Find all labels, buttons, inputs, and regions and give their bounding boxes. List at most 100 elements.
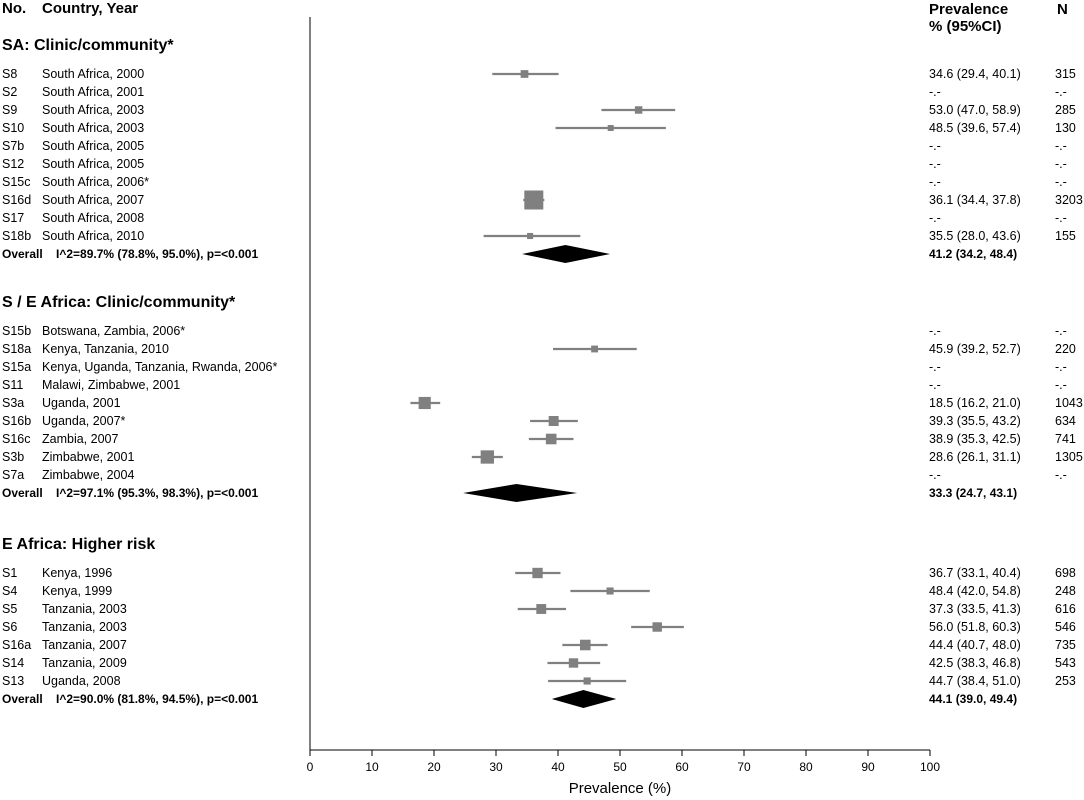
study-label: Malawi, Zimbabwe, 2001 [42,378,180,392]
study-id: S1 [2,566,17,580]
study-estimate-text: -.- [929,175,941,189]
study-estimate-text: 28.6 (26.1, 31.1) [929,450,1021,464]
study-id: S16b [2,414,31,428]
study-id: S16c [2,432,31,446]
study-estimate-text: 42.5 (38.3, 46.8) [929,656,1021,670]
group-title: E Africa: Higher risk [2,536,155,553]
study-id: S7a [2,468,24,482]
point-estimate-marker [634,106,643,114]
study-n: 285 [1055,103,1076,117]
x-axis-label: Prevalence (%) [569,780,672,797]
study-estimate-text: 18.5 (16.2, 21.0) [929,396,1021,410]
study-label: Tanzania, 2003 [42,620,127,634]
study-n: 3203 [1055,193,1083,207]
overall-label: Overall [2,247,43,261]
study-label: South Africa, 2006* [42,175,149,189]
study-id: S3a [2,396,24,410]
x-tick-label: 60 [675,760,689,774]
study-estimate-text: 36.7 (33.1, 40.4) [929,566,1021,580]
study-id: S6 [2,620,17,634]
study-n: 634 [1055,414,1076,428]
study-label: South Africa, 2007 [42,193,144,207]
study-id: S15c [2,175,31,189]
overall-stats: I^2=97.1% (95.3%, 98.3%), p=<0.001 [56,486,258,500]
point-estimate-marker [579,639,591,651]
study-label: South Africa, 2005 [42,157,144,171]
point-estimate-marker [583,677,591,685]
study-id: S2 [2,85,17,99]
study-estimate-text: 39.3 (35.5, 43.2) [929,414,1021,428]
study-n: 543 [1055,656,1076,670]
study-label: Uganda, 2008 [42,674,121,688]
study-label: Tanzania, 2007 [42,638,127,652]
study-estimate-text: -.- [929,157,941,171]
study-id: S16d [2,193,31,207]
study-estimate-text: -.- [929,85,941,99]
study-label: Tanzania, 2009 [42,656,127,670]
study-estimate-text: 44.7 (38.4, 51.0) [929,674,1021,688]
study-label: Zimbabwe, 2001 [42,450,134,464]
study-estimate-text: 34.6 (29.4, 40.1) [929,67,1021,81]
point-estimate-marker [606,587,614,595]
x-tick-label: 50 [613,760,627,774]
overall-diamond [463,484,578,502]
study-estimate-text: 37.3 (33.5, 41.3) [929,602,1021,616]
study-id: S10 [2,121,24,135]
header-country-year: Country, Year [42,0,138,17]
study-label: South Africa, 2001 [42,85,144,99]
study-estimate-text: 38.9 (35.3, 42.5) [929,432,1021,446]
point-estimate-marker [532,567,543,579]
study-id: S9 [2,103,17,117]
study-id: S17 [2,211,24,225]
point-estimate-marker [536,604,547,614]
group-title: SA: Clinic/community* [2,37,174,54]
study-estimate-text: 36.1 (34.4, 37.8) [929,193,1021,207]
study-id: S15b [2,324,31,338]
study-n: -.- [1055,360,1067,374]
point-estimate-marker [527,232,534,240]
x-axis: 0 10 20 30 40 50 60 70 80 90 100 Prevalence (%) [307,749,940,797]
study-n: -.- [1055,175,1067,189]
x-tick-label: 80 [799,760,813,774]
study-n: 248 [1055,584,1076,598]
x-tick-label: 0 [307,760,314,774]
study-estimate-text: 48.5 (39.6, 57.4) [929,121,1021,135]
study-n: 315 [1055,67,1076,81]
study-id: S13 [2,674,24,688]
study-n: 741 [1055,432,1076,446]
study-id: S12 [2,157,24,171]
study-estimate-text: 44.4 (40.7, 48.0) [929,638,1021,652]
x-tick-label: 30 [489,760,503,774]
header-n: N [1057,1,1068,18]
study-label: Kenya, 1999 [42,584,112,598]
overall-diamond [551,690,617,708]
study-id: S14 [2,656,24,670]
study-n: 735 [1055,638,1076,652]
header-no: No. [2,0,26,17]
rows-layer: SA: Clinic/community* S8 South Africa, 200… [2,37,1083,708]
study-id: S18a [2,342,31,356]
study-n: -.- [1055,378,1067,392]
overall-stats: I^2=89.7% (78.8%, 95.0%), p=<0.001 [56,247,258,261]
study-label: Zambia, 2007 [42,432,118,446]
study-estimate-text: -.- [929,378,941,392]
point-estimate-marker [591,345,598,353]
study-label: South Africa, 2008 [42,211,144,225]
point-estimate-marker [545,433,557,445]
study-estimate-text: 35.5 (28.0, 43.6) [929,229,1021,243]
overall-label: Overall [2,486,43,500]
study-label: Kenya, Uganda, Tanzania, Rwanda, 2006* [42,360,277,374]
study-estimate-text: -.- [929,468,941,482]
overall-estimate-text: 44.1 (39.0, 49.4) [929,692,1017,706]
study-id: S7b [2,139,24,153]
overall-stats: I^2=90.0% (81.8%, 94.5%), p=<0.001 [56,692,258,706]
overall-estimate-text: 33.3 (24.7, 43.1) [929,486,1017,500]
study-n: -.- [1055,468,1067,482]
point-estimate-marker [568,658,579,668]
study-n: 616 [1055,602,1076,616]
study-label: South Africa, 2000 [42,67,144,81]
point-estimate-marker [607,125,614,131]
x-tick-label: 90 [861,760,875,774]
study-id: S18b [2,229,31,243]
